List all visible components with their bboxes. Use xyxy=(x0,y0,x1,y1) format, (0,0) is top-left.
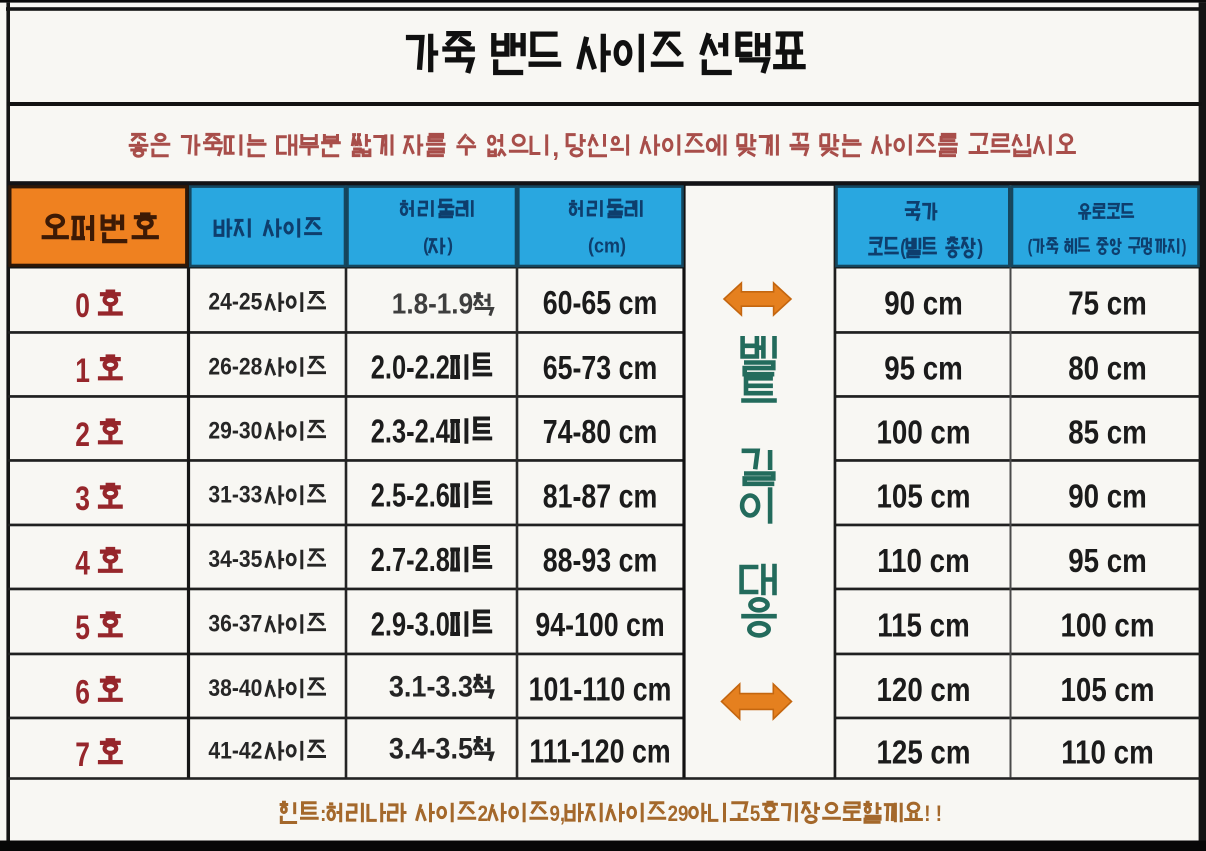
svg-text:): ) xyxy=(447,236,453,257)
svg-text:110 cm: 110 cm xyxy=(877,542,970,579)
svg-text:3.4-3.5: 3.4-3.5 xyxy=(389,733,473,766)
svg-text:80 cm: 80 cm xyxy=(1068,350,1147,387)
svg-text:115 cm: 115 cm xyxy=(877,607,970,644)
svg-text:41-42: 41-42 xyxy=(208,737,262,764)
svg-text:2.5-2.6: 2.5-2.6 xyxy=(371,477,450,514)
svg-text:): ) xyxy=(977,236,983,260)
svg-text:26-28: 26-28 xyxy=(208,354,262,381)
svg-text:74-80 cm: 74-80 cm xyxy=(543,413,658,450)
svg-text:95 cm: 95 cm xyxy=(1068,542,1147,579)
svg-text:94-100 cm: 94-100 cm xyxy=(535,606,664,643)
svg-text:105 cm: 105 cm xyxy=(1061,671,1155,708)
svg-text:2: 2 xyxy=(478,801,488,826)
svg-text:! !: ! ! xyxy=(924,801,942,826)
svg-text:95 cm: 95 cm xyxy=(884,350,963,387)
svg-text:,: , xyxy=(552,134,559,162)
svg-text:(: ( xyxy=(900,236,907,260)
svg-text:3.1-3.3: 3.1-3.3 xyxy=(389,671,473,704)
svg-text:60-65 cm: 60-65 cm xyxy=(543,284,658,321)
svg-text:5: 5 xyxy=(75,609,90,647)
svg-text:29-30: 29-30 xyxy=(208,418,262,445)
svg-text:88-93 cm: 88-93 cm xyxy=(543,542,658,579)
svg-text:81-87 cm: 81-87 cm xyxy=(543,477,658,514)
svg-text:65-73 cm: 65-73 cm xyxy=(543,349,658,386)
svg-text:2.3-2.4: 2.3-2.4 xyxy=(371,413,451,450)
svg-text:85 cm: 85 cm xyxy=(1068,414,1147,451)
svg-text:111-120 cm: 111-120 cm xyxy=(529,733,670,770)
svg-text:31-33: 31-33 xyxy=(208,482,262,509)
svg-text:90 cm: 90 cm xyxy=(1068,478,1147,515)
svg-text:1: 1 xyxy=(75,352,90,390)
svg-text:100 cm: 100 cm xyxy=(877,414,971,451)
svg-text::: : xyxy=(320,801,326,826)
svg-text:100 cm: 100 cm xyxy=(1061,607,1155,644)
svg-text:4: 4 xyxy=(75,545,90,583)
svg-text:5: 5 xyxy=(750,801,760,826)
svg-text:90 cm: 90 cm xyxy=(884,285,963,322)
svg-text:29: 29 xyxy=(668,801,689,826)
svg-text:24-25: 24-25 xyxy=(208,289,262,316)
svg-text:3: 3 xyxy=(75,480,90,518)
svg-text:101-110 cm: 101-110 cm xyxy=(529,671,672,708)
svg-text:36-37: 36-37 xyxy=(208,611,262,638)
svg-text:2: 2 xyxy=(75,416,90,454)
svg-text:): ) xyxy=(1182,236,1187,257)
svg-text:(: ( xyxy=(1028,236,1033,257)
svg-text:2.0-2.2: 2.0-2.2 xyxy=(371,349,450,386)
svg-text:2.9-3.0: 2.9-3.0 xyxy=(371,606,450,643)
svg-text:34-35: 34-35 xyxy=(208,546,262,573)
svg-text:7: 7 xyxy=(75,736,90,774)
svg-text:38-40: 38-40 xyxy=(208,675,262,702)
svg-text:9,: 9, xyxy=(550,801,566,826)
svg-text:1.8-1.9: 1.8-1.9 xyxy=(392,289,473,321)
svg-text:110 cm: 110 cm xyxy=(1061,733,1154,770)
svg-text:2.7-2.8: 2.7-2.8 xyxy=(371,541,450,578)
svg-text:(: ( xyxy=(423,236,429,257)
svg-text:6: 6 xyxy=(75,674,90,712)
svg-text:75 cm: 75 cm xyxy=(1068,285,1147,322)
svg-text:0: 0 xyxy=(75,287,90,325)
svg-text:(cm): (cm) xyxy=(588,236,626,258)
svg-text:105 cm: 105 cm xyxy=(877,478,971,515)
svg-text:125 cm: 125 cm xyxy=(877,733,971,770)
svg-text:120 cm: 120 cm xyxy=(877,671,971,708)
